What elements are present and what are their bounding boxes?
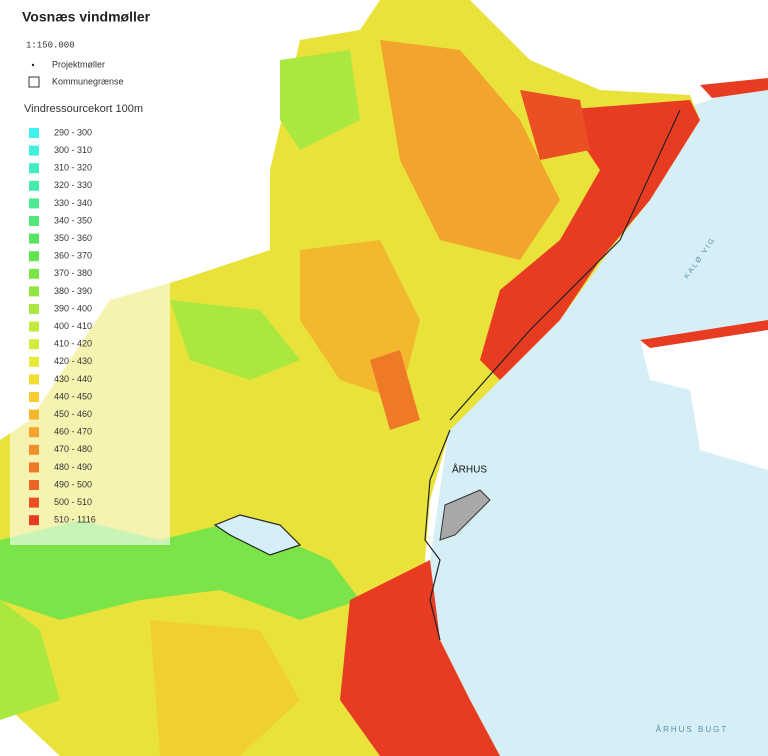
legend-swatch <box>29 339 39 350</box>
orange-area <box>150 620 300 756</box>
harbour <box>439 489 491 541</box>
orange-area <box>380 40 560 260</box>
legend-swatch <box>29 392 39 402</box>
legend-label: 430 - 440 <box>54 374 92 384</box>
legend-swatch <box>29 198 39 209</box>
green-area <box>280 50 360 150</box>
legend-label: 360 - 370 <box>54 251 92 261</box>
legend-label: 320 - 330 <box>54 180 92 190</box>
legend-swatch <box>29 286 39 297</box>
red-area <box>640 320 768 348</box>
legend-label: 460 - 470 <box>54 427 92 437</box>
land-east <box>640 320 768 470</box>
green-area <box>0 600 60 720</box>
legend-label: 500 - 510 <box>54 497 92 507</box>
legend-swatch <box>29 163 39 174</box>
legend-label: 340 - 350 <box>54 215 92 225</box>
map-title: Vosnæs vindmøller <box>22 9 151 25</box>
legend-label: 440 - 450 <box>54 391 92 401</box>
turbine-symbol <box>31 63 35 67</box>
border-symbol <box>28 76 40 88</box>
legend-title: Vindressourcekort 100m <box>24 103 143 115</box>
legend-label: 510 - 1116 <box>54 515 96 525</box>
legend-swatch <box>29 216 39 226</box>
legend-swatch <box>29 427 39 438</box>
legend-swatch <box>29 268 39 279</box>
legend-label: 420 - 430 <box>54 356 92 366</box>
legend-swatch <box>29 233 39 244</box>
lake <box>213 514 302 556</box>
coastline <box>449 109 681 421</box>
legend-swatch <box>29 497 39 508</box>
legend-label: 490 - 500 <box>54 479 92 489</box>
symbol-label: Projektmøller <box>52 59 105 69</box>
legend-swatch <box>29 356 39 367</box>
legend-label: 380 - 390 <box>54 286 92 296</box>
legend: 290 - 300 300 - 310 310 - 320 320 - 330 330 … <box>29 127 96 526</box>
legend-swatch <box>29 128 39 138</box>
sea <box>420 80 768 756</box>
legend-label: 400 - 410 <box>54 321 92 331</box>
green-area <box>170 300 300 380</box>
legend-label: 450 - 460 <box>54 409 92 419</box>
legend-label: 370 - 380 <box>54 268 92 278</box>
red-area <box>700 78 768 98</box>
legend-label: 480 - 490 <box>54 462 92 472</box>
legend-swatch <box>29 444 39 455</box>
legend-swatch <box>29 145 39 156</box>
legend-swatch <box>29 480 39 490</box>
red-area <box>480 100 700 380</box>
legend-label: 470 - 480 <box>54 444 92 454</box>
legend-swatch <box>29 321 39 332</box>
place-label: ÅRHUS <box>452 463 487 476</box>
municipal-border <box>424 429 451 641</box>
red-area <box>370 350 420 430</box>
legend-label: 300 - 310 <box>54 145 92 155</box>
red-area <box>340 560 500 756</box>
legend-label: 410 - 420 <box>54 339 92 349</box>
legend-swatch <box>29 462 39 473</box>
legend-label: 350 - 360 <box>54 233 92 243</box>
legend-label: 290 - 300 <box>54 127 92 137</box>
legend-swatch <box>29 251 39 262</box>
legend-swatch <box>29 304 39 314</box>
legend-swatch <box>29 374 39 385</box>
place-label: ÅRHUS BUGT <box>656 725 728 734</box>
red-area <box>520 90 590 160</box>
legend-label: 310 - 320 <box>54 163 92 173</box>
legend-swatch <box>29 409 39 420</box>
legend-label: 330 - 340 <box>54 198 92 208</box>
legend-swatch <box>29 180 39 191</box>
map-scale: 1:150.000 <box>26 40 75 50</box>
legend-label: 390 - 400 <box>54 303 92 313</box>
legend-swatch <box>29 515 39 526</box>
symbol-label: Kommunegrænse <box>52 76 124 86</box>
